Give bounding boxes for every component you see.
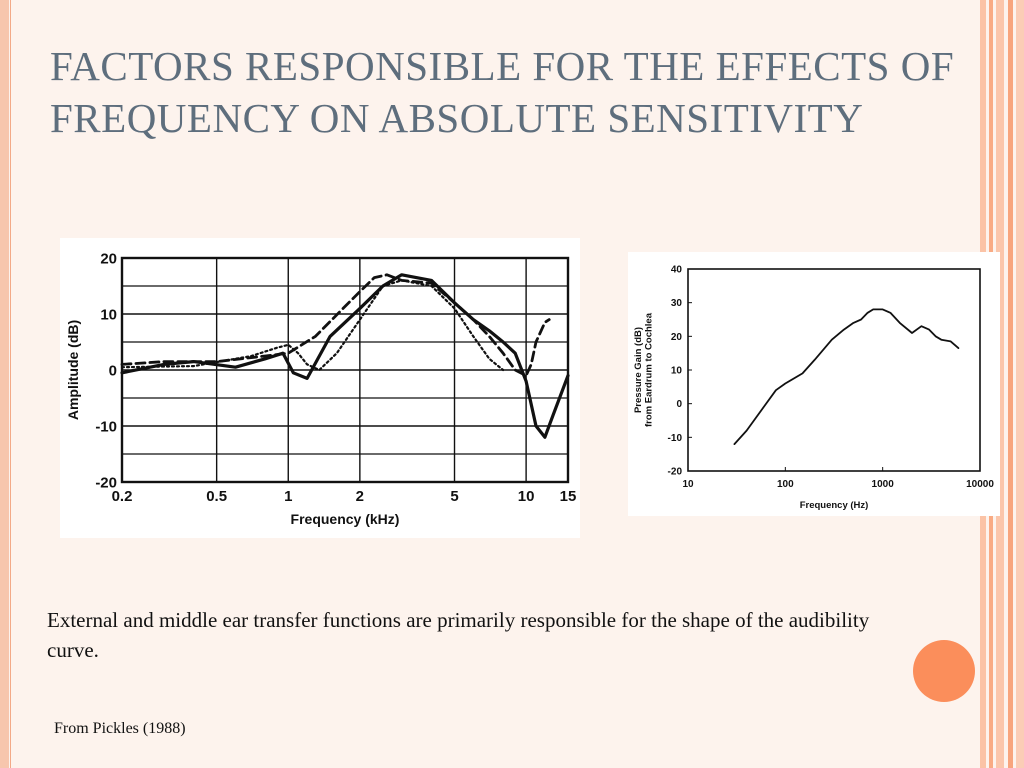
- pressure-gain-chart: 40 30 20 10 0 -10 -20 10 100 1000 10000 Frequency (…: [628, 252, 1000, 516]
- slide-caption: External and middle ear transfer functio…: [47, 608, 870, 662]
- y-tick-label-0: 20: [100, 250, 117, 267]
- plot-frame: [120, 256, 570, 484]
- x-tick-label-4: 5: [450, 488, 458, 505]
- y-tick-label-3: 10: [671, 366, 683, 377]
- x-tick-label-3: 10000: [966, 479, 994, 490]
- y-tick-label-0: 40: [671, 265, 683, 276]
- y-tick-label-1: 10: [100, 306, 117, 323]
- x-tick-label-6: 15: [560, 488, 577, 505]
- series-line-solid: [120, 273, 570, 439]
- y-tick-label-3: -10: [95, 418, 117, 435]
- source-citation: From Pickles (1988): [54, 720, 186, 737]
- right-stripe-4: [1008, 0, 1013, 768]
- x-axis-label: Frequency (kHz): [291, 511, 400, 527]
- y-tick-label-5: -10: [668, 433, 683, 444]
- x-tick-label-5: 10: [518, 488, 535, 505]
- y-axis-label-0: Amplitude (dB): [65, 320, 81, 420]
- series-line-dashed: [120, 273, 551, 377]
- y-tick-label-1: 30: [671, 298, 683, 309]
- x-tick-label-0: 0.2: [112, 488, 133, 505]
- left-frame-line: [10, 0, 11, 768]
- x-tick-label-2: 1000: [872, 479, 895, 490]
- x-tick-label-3: 2: [356, 488, 364, 505]
- series-line-solid: [733, 308, 960, 445]
- right-stripe-3: [996, 0, 1004, 768]
- y-axis-label-1: from Eardrum to Cochlea: [644, 312, 655, 427]
- x-tick-label-1: 100: [777, 479, 794, 490]
- right-stripe-5: [1016, 0, 1024, 768]
- y-axis-label-0: Pressure Gain (dB): [633, 327, 644, 413]
- y-tick-label-6: -20: [668, 467, 683, 478]
- amplitude-chart: 20 10 0 -10 -20 0.2 0.5 1 2 5 10 15 Frequency (kHz) A…: [60, 238, 580, 538]
- y-tick-label-2: 0: [109, 362, 117, 379]
- y-tick-label-4: 0: [676, 399, 682, 410]
- x-axis-label: Frequency (Hz): [800, 500, 869, 511]
- x-tick-label-2: 1: [284, 488, 292, 505]
- x-tick-label-0: 10: [682, 479, 694, 490]
- slide-title: FACTORS RESPONSIBLE FOR THE EFFECTS OF F…: [50, 43, 955, 141]
- accent-circle: [913, 640, 975, 702]
- y-tick-label-4: -20: [95, 474, 117, 491]
- x-tick-label-1: 0.5: [206, 488, 227, 505]
- left-frame-band: [0, 0, 9, 768]
- plot-frame: [687, 268, 981, 472]
- y-tick-label-2: 20: [671, 332, 683, 343]
- amplitude-chart-svg: 20 10 0 -10 -200.2 0.5 1 2 5 10 15 Frequency (kHz) A…: [65, 250, 577, 527]
